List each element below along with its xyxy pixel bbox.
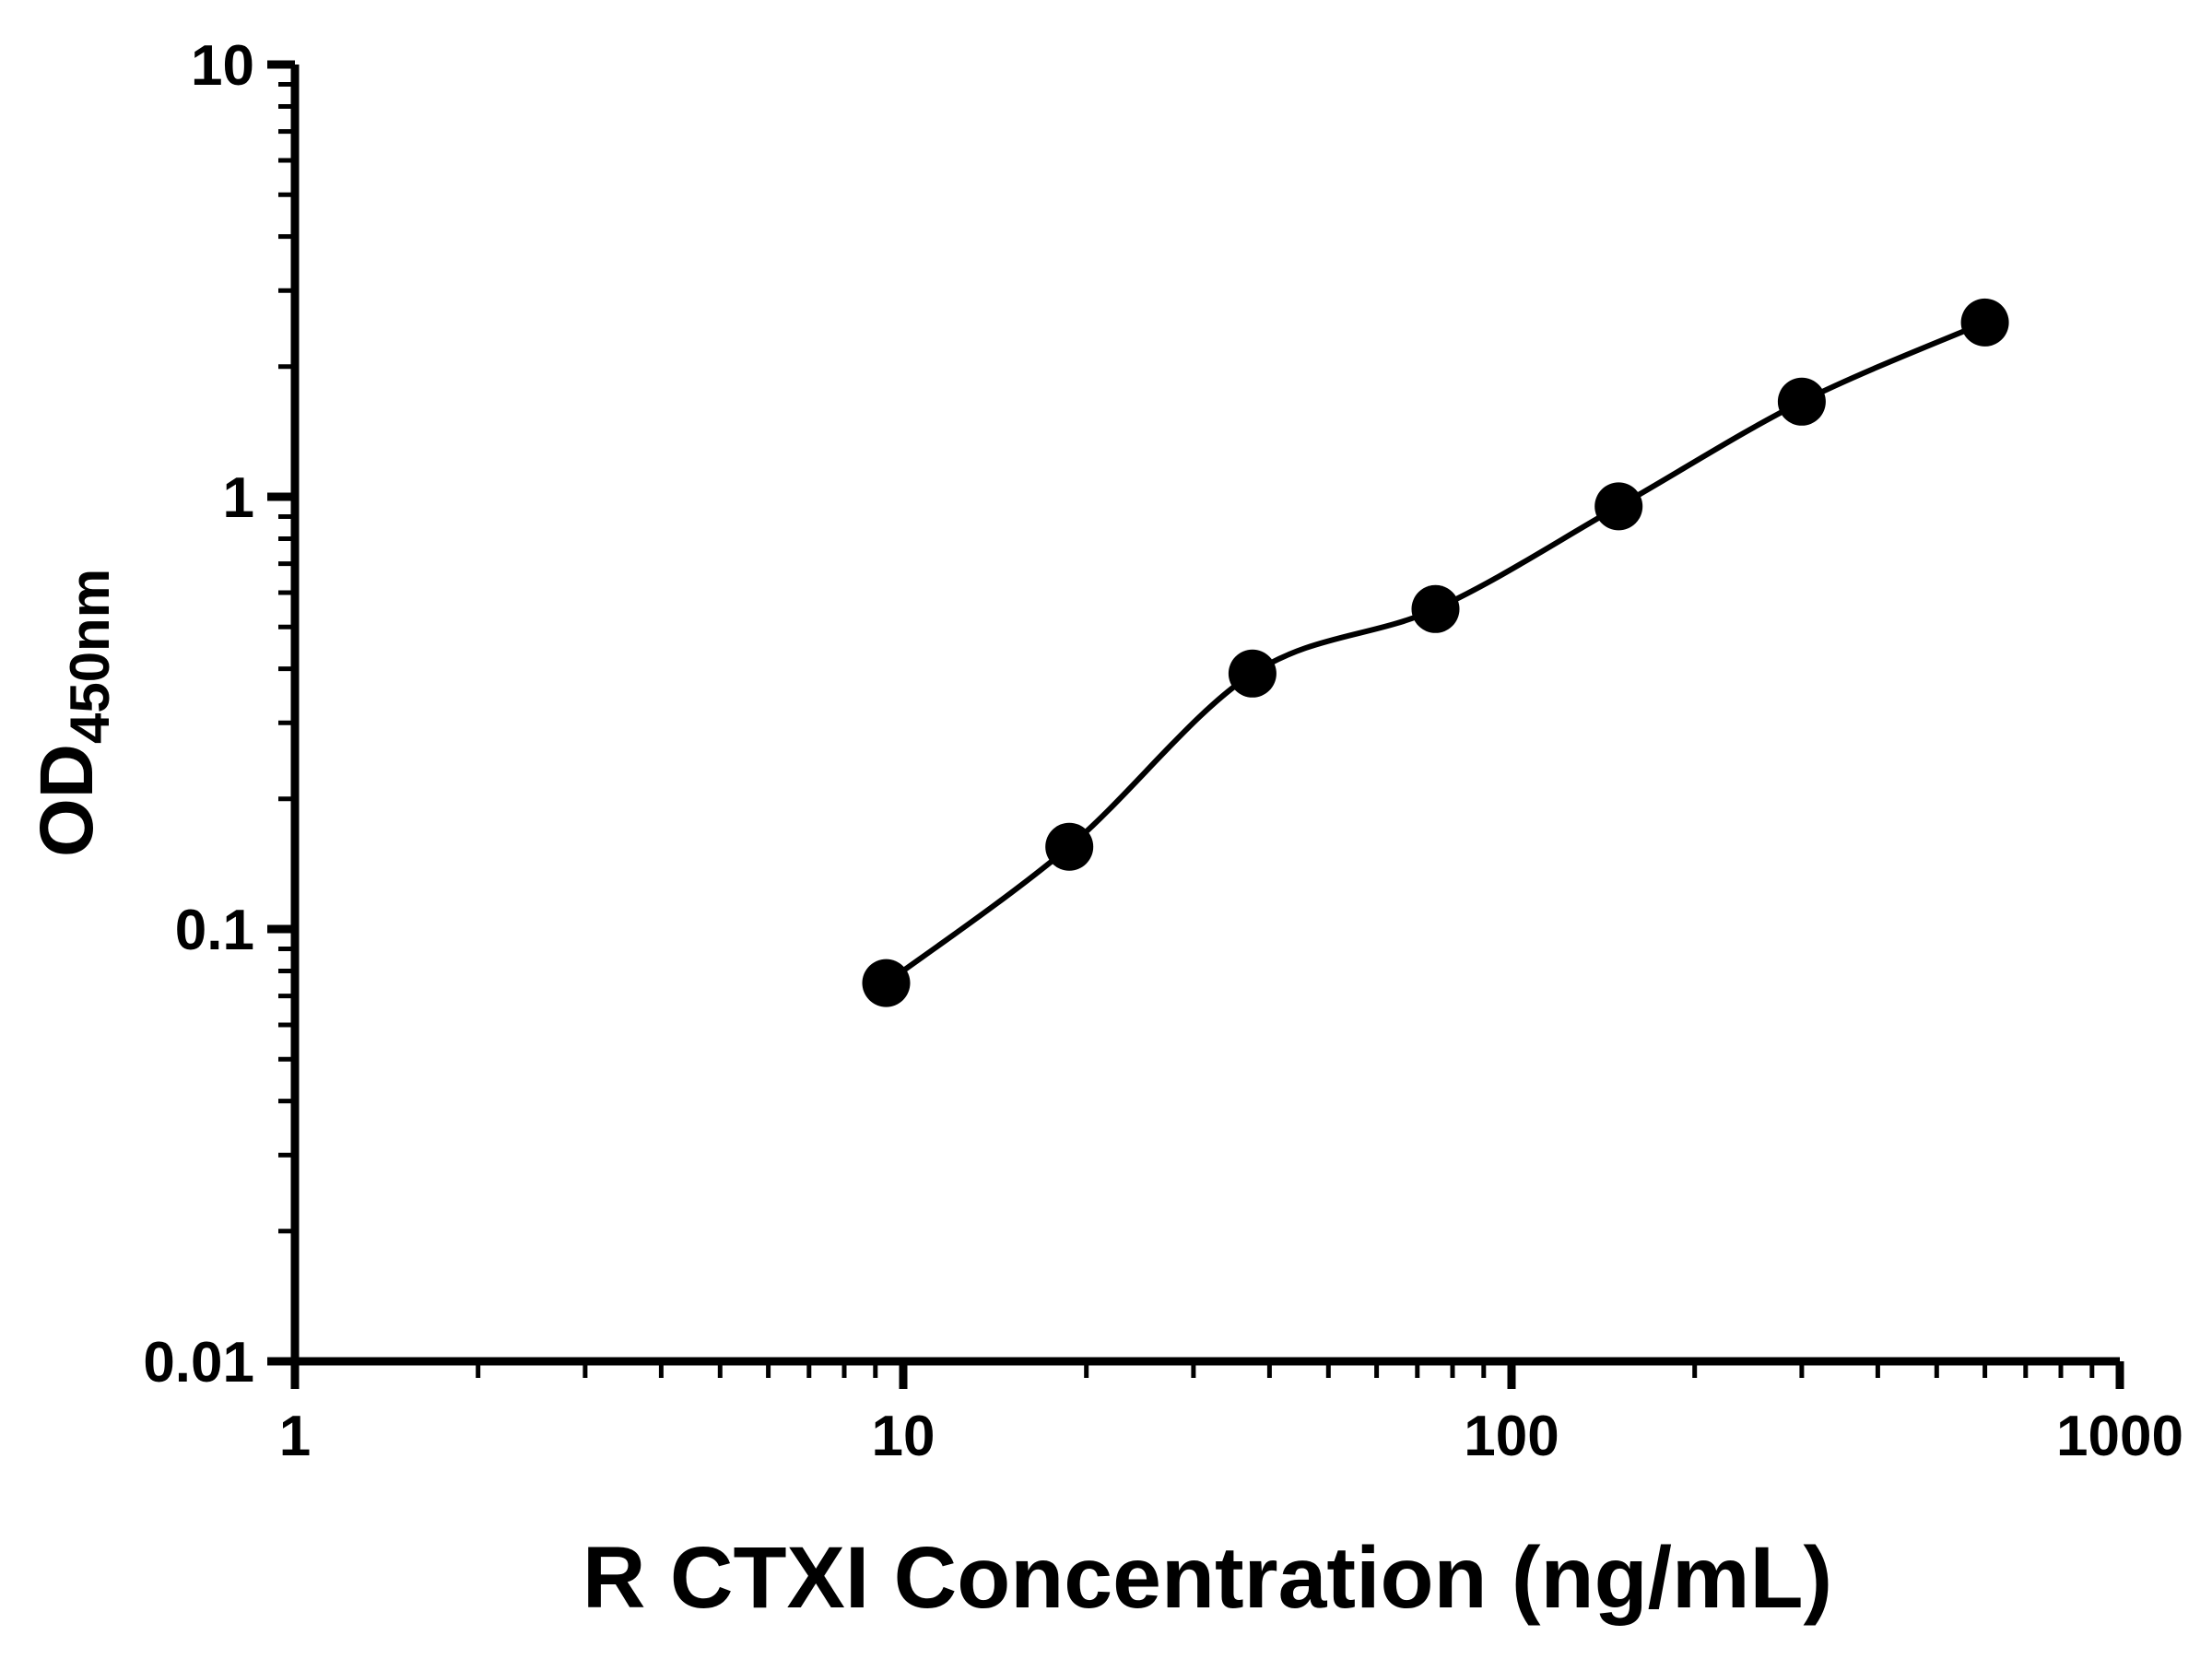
data-point <box>1960 298 2009 347</box>
data-point <box>1228 649 1277 698</box>
x-tick-label: 1 <box>279 1405 311 1468</box>
y-tick-label: 10 <box>191 34 254 98</box>
data-point <box>1594 482 1643 531</box>
y-tick-label: 0.1 <box>175 899 254 962</box>
y-axis-title: OD450nm <box>25 569 121 857</box>
y-tick-label: 1 <box>223 466 254 530</box>
x-tick-label: 1000 <box>2056 1405 2183 1468</box>
data-point <box>1411 584 1460 633</box>
x-tick-label: 100 <box>1464 1405 1559 1468</box>
y-tick-label: 0.01 <box>143 1331 254 1394</box>
x-axis-title: R CTXI Concentration (ng/mL) <box>582 1529 1832 1627</box>
fit-curve <box>884 320 1986 986</box>
data-point <box>1777 377 1826 426</box>
data-point <box>1045 822 1094 871</box>
data-point <box>862 959 911 1007</box>
x-tick-label: 10 <box>872 1405 935 1468</box>
